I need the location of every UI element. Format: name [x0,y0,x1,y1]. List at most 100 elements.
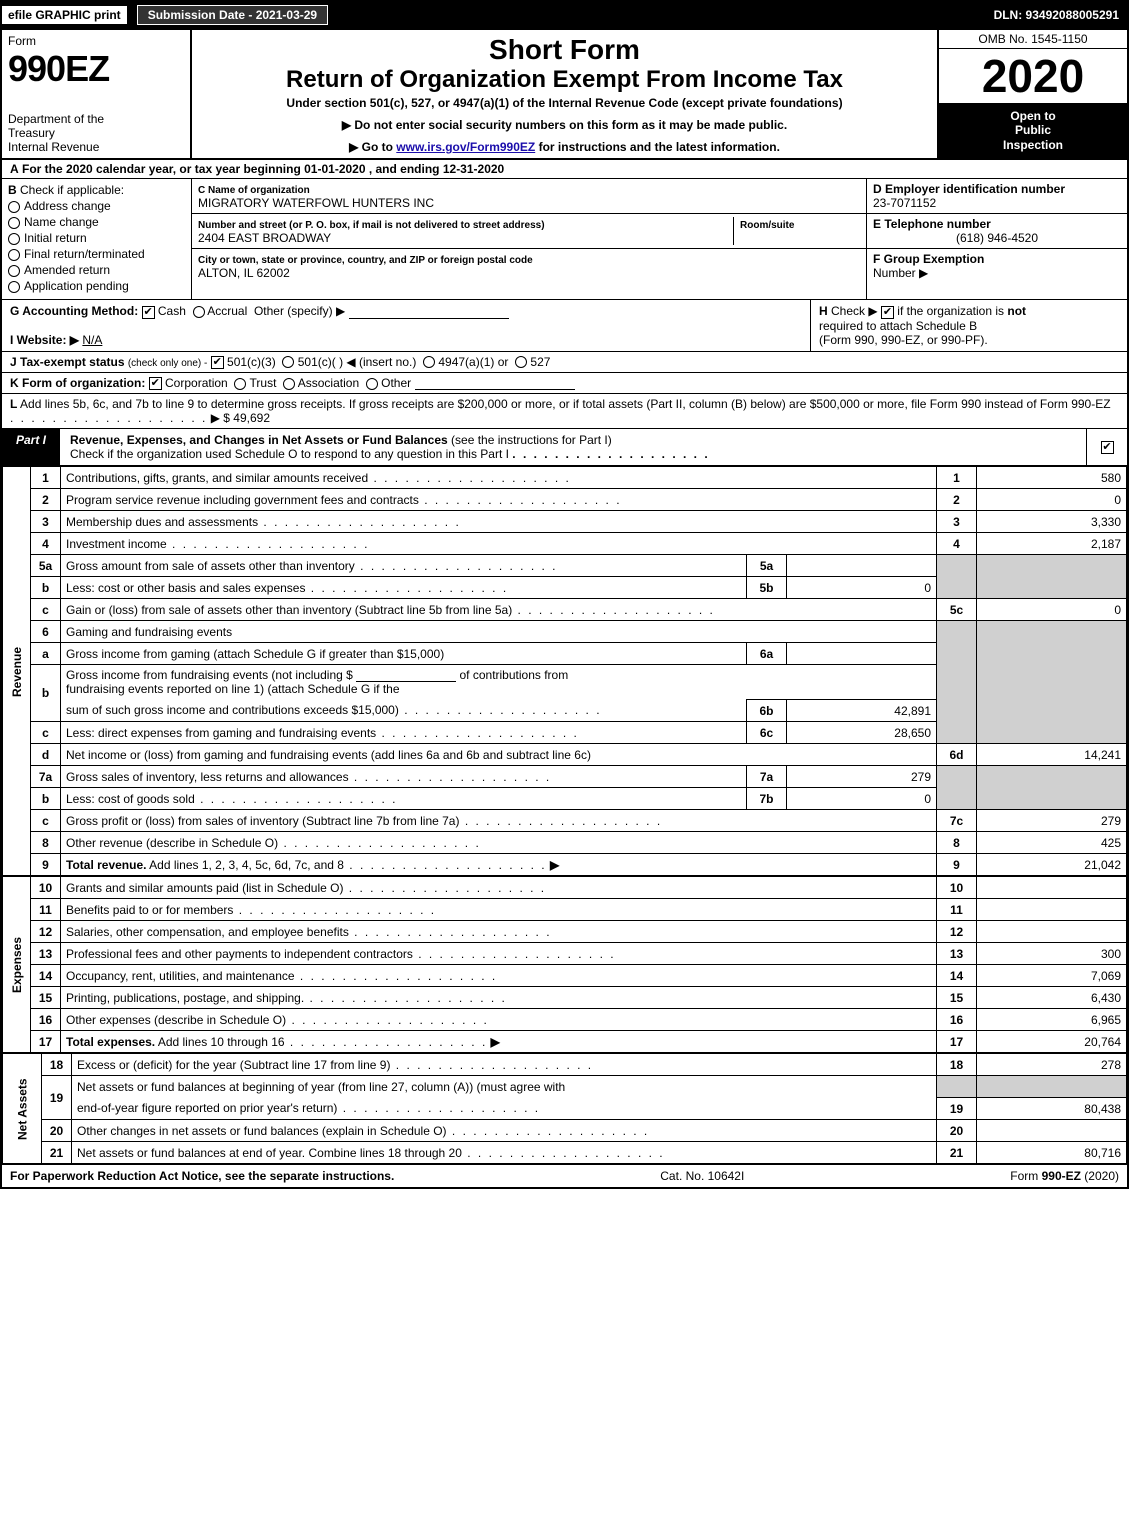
chk-accrual[interactable] [193,306,205,318]
n-13: 13 [937,943,977,965]
sv-7b: 0 [787,788,937,810]
v-4: 2,187 [977,533,1127,555]
ln-10: 10 [31,877,61,899]
6b-blank[interactable] [356,669,456,682]
d-5b: Less: cost or other basis and sales expe… [66,581,305,595]
other-org-blank[interactable] [415,377,575,390]
ln-6d: d [31,744,61,766]
grey-5v [977,555,1127,599]
line-a-calendar-year: A For the 2020 calendar year, or tax yea… [2,160,1127,179]
efile-print[interactable]: efile GRAPHIC print [2,6,127,24]
open-line2: Public [943,123,1123,137]
chk-address-change[interactable] [8,201,20,213]
chk-527[interactable] [515,356,527,368]
lbl-address-change: Address change [24,199,111,213]
v-9: 21,042 [977,854,1127,876]
v-21: 80,716 [977,1142,1127,1164]
lbl-initial-return: Initial return [24,231,87,245]
insert-no: ◀ (insert no.) [346,355,416,369]
dept-line1: Department of the [8,112,184,126]
chk-other-org[interactable] [366,378,378,390]
n-1: 1 [937,467,977,489]
d-6: Gaming and fundraising events [66,625,232,639]
lbl-name-change: Name change [24,215,99,229]
chk-association[interactable] [283,378,295,390]
d-17: Total expenses. [66,1035,155,1049]
irs-link[interactable]: www.irs.gov/Form990EZ [396,140,535,154]
chk-corporation[interactable] [149,377,162,390]
org-street: 2404 EAST BROADWAY [198,231,331,245]
n-18: 18 [937,1054,977,1076]
footer-formref: Form 990-EZ (2020) [1010,1169,1119,1183]
ln-7b: b [31,788,61,810]
chk-h[interactable] [881,306,894,319]
corp-label: Corporation [165,376,228,390]
label-c: C [198,185,205,196]
chk-501c[interactable] [282,356,294,368]
d-7c: Gross profit or (loss) from sales of inv… [66,814,459,828]
chk-amended-return[interactable] [8,265,20,277]
omb-number: OMB No. 1545-1150 [939,30,1127,49]
501c-label: 501(c)( ) [298,355,343,369]
box-c: C Name of organization MIGRATORY WATERFO… [192,179,866,299]
dept-line3: Internal Revenue [8,140,184,154]
label-f: F Group Exemption [873,252,984,266]
cash-label: Cash [158,304,186,318]
sv-6a [787,643,937,665]
submission-date: Submission Date - 2021-03-29 [137,5,328,25]
d-18: Excess or (deficit) for the year (Subtra… [77,1058,390,1072]
chk-4947[interactable] [423,356,435,368]
n-2: 2 [937,489,977,511]
h-text2: if the organization is [897,304,1004,318]
chk-application-pending[interactable] [8,281,20,293]
v-16: 6,965 [977,1009,1127,1031]
h-text4: (Form 990, 990-EZ, or 990-PF). [819,333,988,347]
ln-8: 8 [31,832,61,854]
ln-6c: c [31,722,61,744]
street-label: Number and street (or P. O. box, if mail… [198,220,545,231]
ln-17: 17 [31,1031,61,1053]
row-g-h: G Accounting Method: Cash Accrual Other … [2,300,1127,351]
goto-pre: ▶ Go to [349,140,396,154]
n-17: 17 [937,1031,977,1053]
n-3: 3 [937,511,977,533]
chk-cash[interactable] [142,306,155,319]
chk-schedule-o[interactable] [1101,441,1114,454]
revenue-table: Revenue 1 Contributions, gifts, grants, … [2,466,1127,876]
sn-6a: 6a [747,643,787,665]
ln-12: 12 [31,921,61,943]
part1-tab: Part I [2,429,62,465]
label-e: E Telephone number [873,217,991,231]
no-ssn: ▶ Do not enter social security numbers o… [200,118,929,132]
l-dots [10,411,207,425]
box-b-title: Check if applicable: [20,183,124,197]
ln-2: 2 [31,489,61,511]
j-note: (check only one) - [128,358,207,369]
expenses-table: Expenses 10 Grants and similar amounts p… [2,876,1127,1053]
n-11: 11 [937,899,977,921]
chk-final-return[interactable] [8,249,20,261]
chk-name-change[interactable] [8,217,20,229]
chk-trust[interactable] [234,378,246,390]
box-b: B Check if applicable: Address change Na… [2,179,192,299]
v-20 [977,1120,1127,1142]
ln-11: 11 [31,899,61,921]
footer-left: For Paperwork Reduction Act Notice, see … [10,1169,394,1183]
label-i: I Website: ▶ [10,333,79,347]
sn-5a: 5a [747,555,787,577]
chk-initial-return[interactable] [8,233,20,245]
d-7a: Gross sales of inventory, less returns a… [66,770,349,784]
other-specify-blank[interactable] [349,306,509,319]
grey-19v [977,1076,1127,1098]
room-label: Room/suite [740,220,794,231]
part1-check[interactable] [1086,429,1127,465]
ln-1: 1 [31,467,61,489]
name-of-org-label: Name of organization [208,185,310,196]
line-k: K Form of organization: Corporation Trus… [2,373,1127,394]
boxes-d-e-f: D Employer identification number 23-7071… [866,179,1127,299]
ln-19: 19 [42,1076,72,1120]
chk-501c3[interactable] [211,356,224,369]
city-label: City or town, state or province, country… [198,255,533,266]
part1-check-note: Check if the organization used Schedule … [70,447,509,461]
netassets-label: Net Assets [3,1054,42,1164]
